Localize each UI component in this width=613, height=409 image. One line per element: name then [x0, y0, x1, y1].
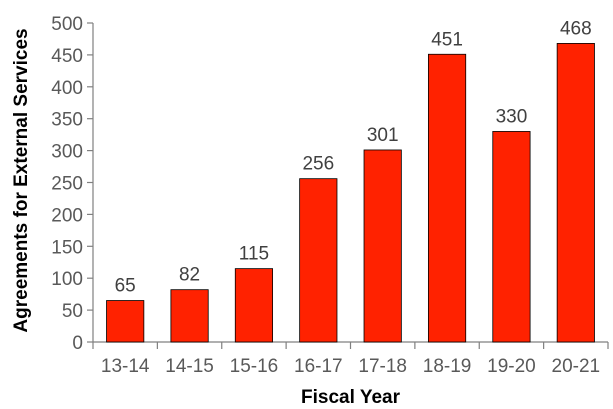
data-label: 82 [179, 265, 200, 286]
x-tick-label: 19-20 [487, 356, 536, 377]
bar-18-19 [427, 53, 467, 343]
y-tick-label: 50 [62, 301, 83, 322]
data-label: 330 [496, 106, 528, 127]
y-tick-label: 200 [51, 205, 83, 226]
bar-13-14 [106, 300, 145, 343]
y-axis-title: Agreements for External Services [11, 28, 32, 332]
data-label: 451 [431, 29, 463, 50]
data-label: 115 [239, 244, 269, 265]
data-label: 65 [115, 276, 136, 297]
x-tick-label: 16-17 [294, 356, 343, 377]
bar-20-21 [556, 43, 595, 343]
y-tick-label: 450 [51, 46, 83, 67]
data-labels: 65 82 115 256 301 451 330 468 [115, 18, 592, 296]
data-label: 301 [367, 125, 399, 146]
data-label: 256 [302, 154, 334, 175]
bar-16-17 [299, 178, 338, 343]
x-tick-label: 17-18 [358, 356, 407, 377]
bar-19-20 [492, 131, 531, 343]
y-axis: 0 50 100 150 200 250 300 350 400 450 500 [51, 14, 94, 354]
y-tick-label: 300 [51, 142, 83, 163]
x-axis-title: Fiscal Year [301, 387, 401, 408]
y-tick-label: 250 [51, 174, 83, 195]
y-tick-label: 100 [51, 269, 83, 290]
x-tick-label: 13-14 [101, 356, 150, 377]
y-tick-label: 150 [51, 237, 83, 258]
x-tick-label: 14-15 [165, 356, 214, 377]
y-tick-label: 350 [51, 110, 83, 131]
x-axis: 13-14 14-15 15-16 16-17 17-18 18-19 19-20 20-21 [92, 341, 609, 377]
bars [106, 43, 595, 343]
bar-15-16 [234, 268, 274, 343]
y-tick-label: 400 [51, 78, 83, 99]
x-tick-label: 20-21 [552, 356, 601, 377]
bar-17-18 [363, 149, 402, 343]
x-tick-label: 15-16 [230, 356, 279, 377]
bar-14-15 [170, 289, 209, 343]
y-tick-label: 0 [72, 333, 83, 354]
x-tick-label: 18-19 [423, 356, 472, 377]
data-label: 468 [560, 18, 592, 39]
y-tick-label: 500 [51, 14, 83, 35]
